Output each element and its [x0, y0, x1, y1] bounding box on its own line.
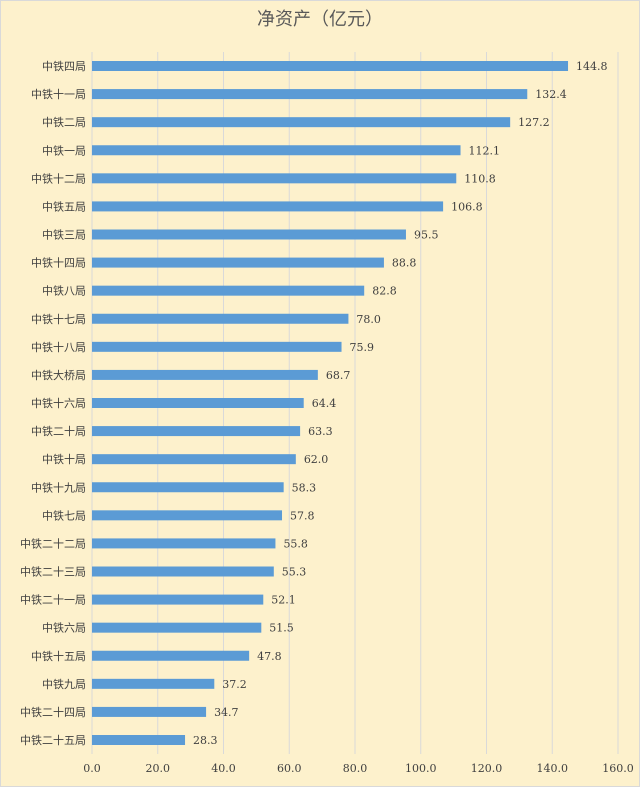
x-tick-label: 80.0	[343, 762, 368, 775]
data-label: 106.8	[451, 200, 483, 213]
data-label: 112.1	[469, 144, 501, 157]
x-tick-label: 100.0	[405, 762, 437, 775]
data-label: 55.8	[283, 537, 308, 550]
data-label: 28.3	[193, 734, 218, 747]
y-tick-label: 中铁十九局	[31, 480, 86, 494]
data-label: 51.5	[269, 622, 294, 635]
data-label: 47.8	[257, 650, 282, 663]
y-tick-label: 中铁十二局	[31, 171, 86, 185]
bar	[92, 510, 283, 521]
data-label: 62.0	[304, 453, 329, 466]
data-label: 82.8	[372, 285, 397, 298]
x-tick-label: 60.0	[277, 762, 302, 775]
bar	[92, 678, 215, 689]
bar	[92, 313, 349, 324]
bar	[92, 650, 250, 661]
data-label: 127.2	[518, 116, 550, 129]
bar	[92, 426, 301, 437]
bar	[92, 341, 342, 352]
y-tick-label: 中铁十四局	[31, 256, 86, 270]
y-tick-label: 中铁十五局	[31, 649, 86, 663]
x-tick-label: 160.0	[602, 762, 634, 775]
bar	[92, 735, 186, 745]
data-label: 64.4	[312, 397, 337, 410]
y-tick-label: 中铁十七局	[31, 312, 86, 326]
y-tick-label: 中铁十局	[42, 452, 86, 466]
y-tick-label: 中铁二十局	[31, 424, 86, 438]
data-label: 110.8	[464, 172, 496, 185]
data-label: 68.7	[326, 369, 351, 382]
y-tick-label: 中铁十八局	[31, 340, 86, 354]
x-tick-label: 120.0	[471, 762, 503, 775]
bar	[92, 285, 365, 296]
y-tick-label: 中铁二十一局	[20, 593, 86, 607]
y-tick-label: 中铁九局	[42, 678, 86, 691]
data-label: 75.9	[350, 341, 375, 354]
bar	[92, 369, 318, 380]
x-tick-label: 140.0	[537, 762, 569, 775]
data-label: 144.8	[576, 60, 608, 73]
bar	[92, 566, 274, 577]
bar	[92, 173, 457, 184]
bar	[92, 61, 569, 71]
y-tick-label: 中铁十六局	[31, 396, 86, 410]
bar	[92, 706, 207, 717]
y-tick-label: 中铁十一局	[31, 87, 86, 101]
y-tick-label: 中铁六局	[42, 622, 86, 635]
bar	[92, 482, 284, 493]
x-tick-label: 40.0	[211, 762, 236, 775]
data-label: 37.2	[222, 678, 247, 691]
y-tick-label: 中铁二局	[42, 116, 86, 129]
data-label: 78.0	[356, 313, 381, 326]
y-tick-label: 中铁四局	[42, 60, 86, 73]
y-tick-label: 中铁二十五局	[20, 733, 86, 747]
y-tick-label: 中铁一局	[42, 144, 86, 157]
bar	[92, 117, 511, 128]
bar	[92, 594, 264, 605]
data-label: 63.3	[308, 425, 333, 438]
bar	[92, 622, 262, 633]
data-label: 88.8	[392, 257, 417, 270]
data-label: 95.5	[414, 229, 439, 242]
data-label: 55.3	[282, 566, 307, 579]
data-label: 52.1	[271, 594, 296, 607]
bar	[92, 89, 528, 100]
y-tick-label: 中铁二十二局	[20, 536, 86, 550]
bar	[92, 145, 461, 156]
y-tick-label: 中铁三局	[42, 229, 86, 242]
bar	[92, 229, 406, 240]
bar	[92, 454, 296, 465]
bar	[92, 257, 384, 268]
y-tick-label: 中铁二十四局	[20, 705, 86, 719]
data-label: 58.3	[292, 481, 317, 494]
x-tick-label: 20.0	[146, 762, 171, 775]
y-tick-label: 中铁八局	[42, 285, 86, 298]
x-tick-label: 0.0	[83, 762, 101, 775]
data-label: 132.4	[535, 88, 567, 101]
y-tick-label: 中铁二十三局	[20, 565, 86, 579]
data-label: 34.7	[214, 706, 239, 719]
bar	[92, 201, 444, 212]
bar	[92, 538, 276, 549]
y-tick-label: 中铁七局	[42, 509, 86, 522]
bar	[92, 398, 304, 408]
y-tick-label: 中铁大桥局	[31, 368, 86, 382]
y-tick-label: 中铁五局	[42, 200, 86, 213]
chart-title: 净资产（亿元）	[257, 9, 383, 30]
data-label: 57.8	[290, 509, 315, 522]
